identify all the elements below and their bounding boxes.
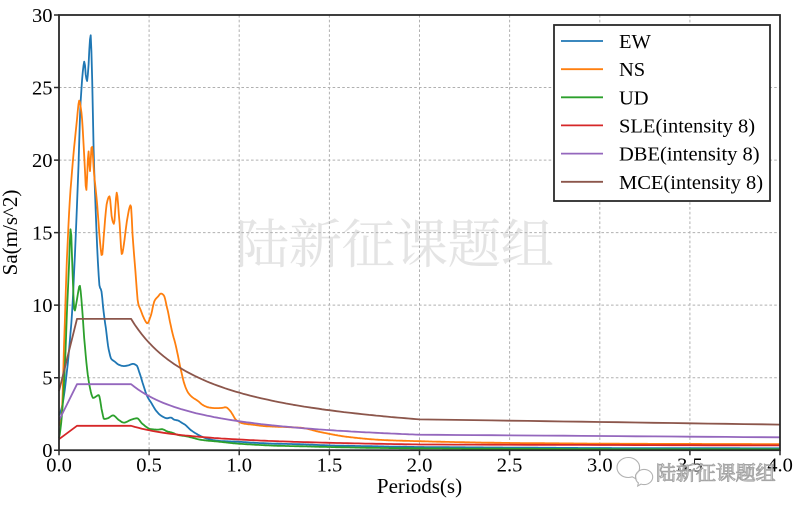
svg-text:3.0: 3.0 (587, 455, 613, 477)
svg-text:0.5: 0.5 (136, 455, 162, 477)
svg-text:0.0: 0.0 (46, 455, 72, 477)
svg-text:MCE(intensity 8): MCE(intensity 8) (619, 172, 763, 194)
svg-text:Periods(s): Periods(s) (377, 474, 462, 498)
svg-text:20: 20 (32, 150, 53, 172)
svg-text:0: 0 (42, 440, 52, 462)
svg-text:25: 25 (32, 78, 53, 100)
svg-text:UD: UD (619, 87, 649, 109)
svg-text:5: 5 (42, 368, 52, 390)
svg-text:15: 15 (32, 223, 53, 245)
svg-text:1.5: 1.5 (317, 455, 343, 477)
svg-text:2.5: 2.5 (497, 455, 523, 477)
svg-text:NS: NS (619, 59, 645, 81)
svg-text:DBE(intensity 8): DBE(intensity 8) (619, 144, 760, 166)
svg-text:10: 10 (32, 295, 53, 317)
svg-text:30: 30 (32, 5, 53, 27)
svg-text:EW: EW (619, 31, 652, 53)
svg-text:1.0: 1.0 (226, 455, 252, 477)
svg-text:4.0: 4.0 (767, 455, 793, 477)
svg-text:Sa(m/s^2): Sa(m/s^2) (0, 190, 22, 276)
svg-text:SLE(intensity 8): SLE(intensity 8) (619, 115, 755, 137)
svg-text:2.0: 2.0 (407, 455, 433, 477)
